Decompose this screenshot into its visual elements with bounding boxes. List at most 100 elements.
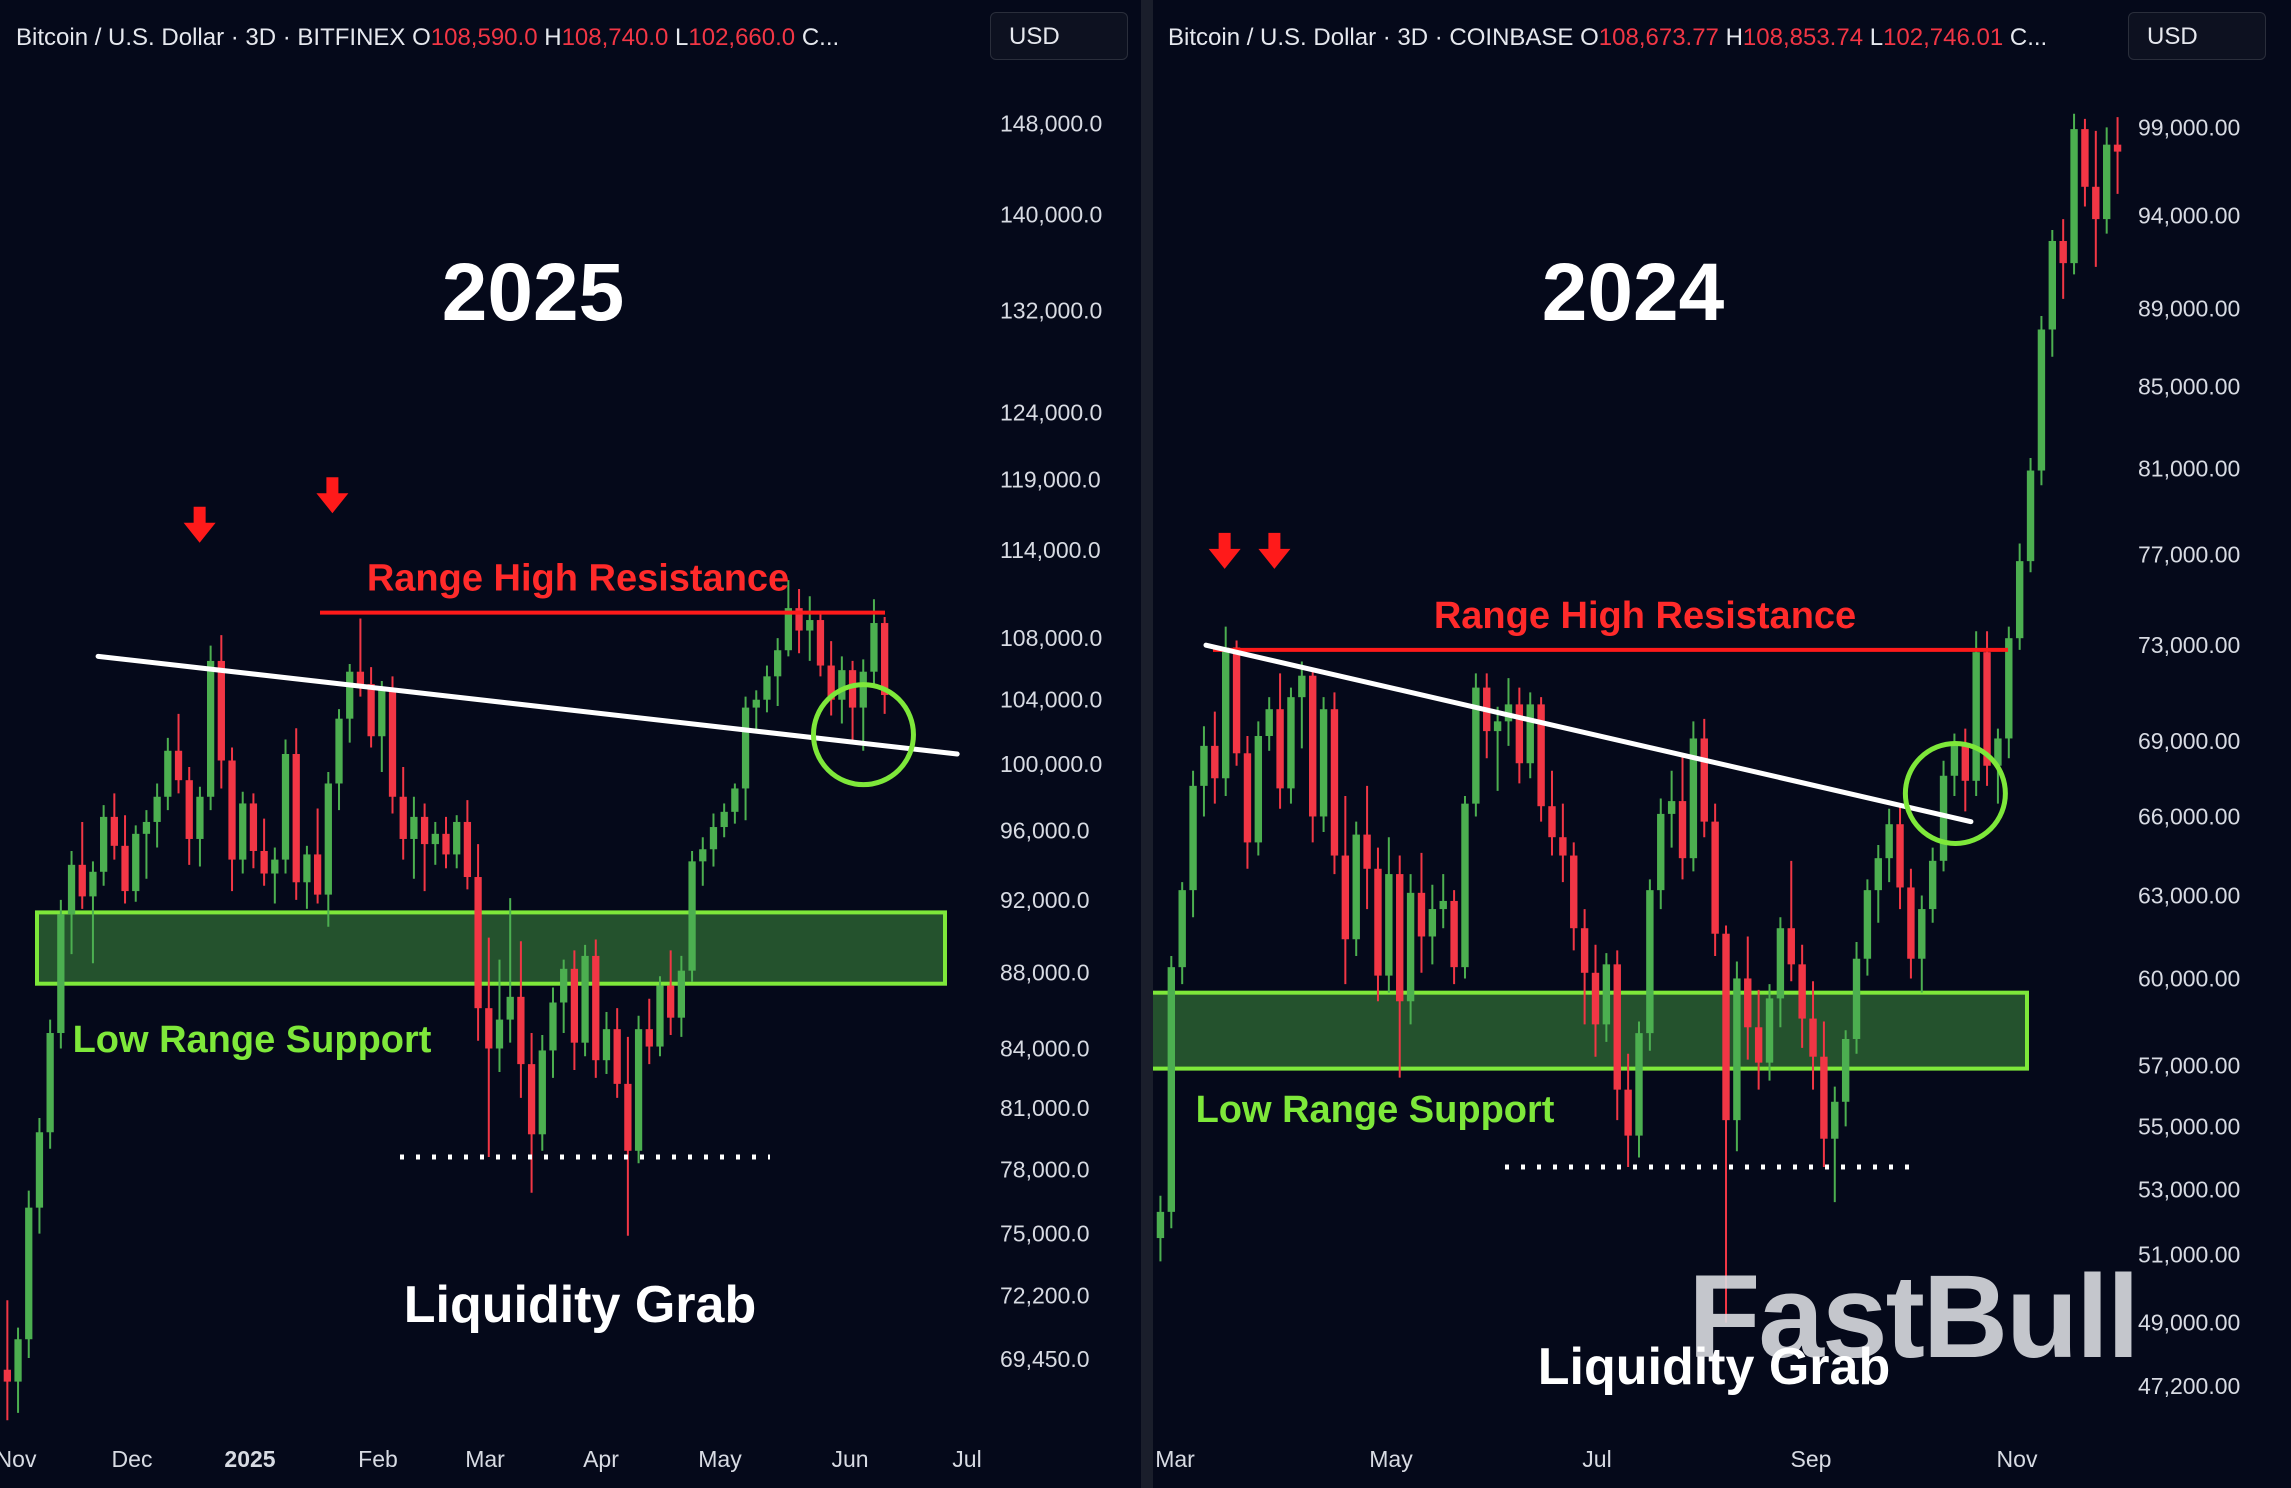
candle-body <box>1254 736 1263 843</box>
candle-body <box>1156 1211 1165 1239</box>
watermark: FastBull <box>1688 1251 2138 1383</box>
candle-body <box>249 803 258 851</box>
candle-body <box>2059 240 2067 264</box>
candle-body <box>2092 186 2100 220</box>
candle-body <box>1657 813 1665 891</box>
candle-body <box>485 1008 493 1049</box>
high-label: H <box>1725 24 1743 51</box>
x-tick-label: Sep <box>1791 1446 1832 1472</box>
candle-body <box>281 754 290 860</box>
candle-body <box>1907 887 1915 959</box>
high-value: 108,740.0 <box>561 24 669 51</box>
currency-button[interactable]: USD <box>2128 12 2266 60</box>
candle-body <box>1211 745 1219 779</box>
candle-body <box>1515 704 1524 764</box>
y-tick-label: 99,000.00 <box>2138 114 2240 140</box>
symbol-header: Bitcoin / U.S. Dollar · 3D · BITFINEX O1… <box>16 24 839 52</box>
candle-body <box>1744 978 1752 1028</box>
x-tick-label: Jul <box>1582 1446 1611 1472</box>
candle-body <box>324 783 332 895</box>
high-value: 108,853.74 <box>1742 24 1864 51</box>
y-tick-label: 63,000.00 <box>2138 883 2240 909</box>
candle-body <box>1983 652 1991 766</box>
candlestick-chart-2024[interactable]: Range High Resistance Low Range Support 20… <box>1153 0 2291 1488</box>
candle-body <box>806 620 814 631</box>
candle-body <box>1341 855 1350 940</box>
candle-body <box>1591 972 1600 1025</box>
candle-body <box>431 833 439 845</box>
symbol-label: Bitcoin / U.S. Dollar · 3D · BITFINEX <box>16 24 406 51</box>
candle-body <box>1994 738 2002 766</box>
candle-body <box>121 845 129 892</box>
symbol-label: Bitcoin / U.S. Dollar · 3D · COINBASE <box>1168 24 1574 51</box>
y-tick-label: 124,000.0 <box>1000 399 1102 425</box>
support-label: Low Range Support <box>73 1019 432 1061</box>
y-tick-label: 100,000.0 <box>1000 751 1102 777</box>
candle-body <box>356 671 365 685</box>
candle-body <box>1841 1038 1850 1102</box>
candle-body <box>2048 240 2057 330</box>
candle-body <box>881 623 889 696</box>
candle-body <box>624 1083 632 1151</box>
y-tick-label: 81,000.0 <box>1000 1095 1090 1121</box>
resistance-label: Range High Resistance <box>1434 595 1856 637</box>
candle-body <box>827 665 835 700</box>
candlestick-chart-2025[interactable]: Range High Resistance Low Range Support 20… <box>0 0 1141 1488</box>
candle-body <box>1689 738 1698 859</box>
candle-body <box>1461 803 1469 968</box>
candle-body <box>1396 874 1404 1002</box>
candle-body <box>592 955 600 1061</box>
candle-body <box>3 1369 11 1382</box>
x-tick-label: Mar <box>465 1446 505 1472</box>
candle-body <box>816 620 825 666</box>
y-tick-label: 108,000.0 <box>1000 625 1102 651</box>
candle-body <box>1189 785 1197 891</box>
candle-body <box>1570 855 1578 929</box>
y-tick-label: 73,000.00 <box>2138 632 2240 658</box>
candle-body <box>1580 928 1589 973</box>
candle-body <box>1287 697 1295 789</box>
x-tick-label: Mar <box>1155 1446 1195 1472</box>
candle-body <box>132 833 140 892</box>
x-tick-label: Feb <box>358 1446 398 1472</box>
candle-body <box>581 955 589 1043</box>
candle-body <box>217 660 225 761</box>
candle-body <box>741 707 750 789</box>
close-label: C... <box>2009 24 2048 51</box>
candle-body <box>367 684 375 737</box>
candle-body <box>2081 129 2089 187</box>
candle-body <box>185 780 193 839</box>
chart-title: 2025 <box>442 247 624 338</box>
chart-panel-2025[interactable]: Range High Resistance Low Range Support 20… <box>0 0 1141 1488</box>
candle-body <box>78 864 86 897</box>
currency-button[interactable]: USD <box>990 12 1128 60</box>
candle-body <box>100 816 108 872</box>
low-label: L <box>675 24 689 51</box>
candle-body <box>1831 1101 1839 1139</box>
candle-body <box>1167 967 1176 1212</box>
y-tick-label: 84,000.0 <box>1000 1035 1090 1061</box>
candle-body <box>2102 144 2111 220</box>
y-tick-label: 47,200.00 <box>2138 1373 2240 1399</box>
candle-body <box>14 1339 22 1382</box>
chart-panel-2024[interactable]: Range High Resistance Low Range Support 20… <box>1153 0 2291 1488</box>
candle-body <box>1537 704 1545 807</box>
candle-body <box>1765 998 1774 1063</box>
candle-body <box>560 968 568 1003</box>
candle-body <box>1635 1033 1643 1136</box>
candle-body <box>1700 738 1708 822</box>
candle-body <box>303 854 311 883</box>
candle-body <box>1559 837 1567 856</box>
candle-body <box>1863 890 1872 959</box>
candle-body <box>688 861 696 971</box>
candle-body <box>1243 753 1252 843</box>
chart-title: 2024 <box>1542 247 1725 338</box>
candle-body <box>774 650 782 677</box>
y-tick-label: 75,000.0 <box>1000 1221 1090 1247</box>
candle-body <box>110 816 118 846</box>
candle-body <box>1678 801 1687 859</box>
y-tick-label: 55,000.00 <box>2138 1113 2240 1139</box>
candle-body <box>1374 868 1382 976</box>
candle-body <box>378 690 386 737</box>
candle-body <box>517 996 525 1065</box>
